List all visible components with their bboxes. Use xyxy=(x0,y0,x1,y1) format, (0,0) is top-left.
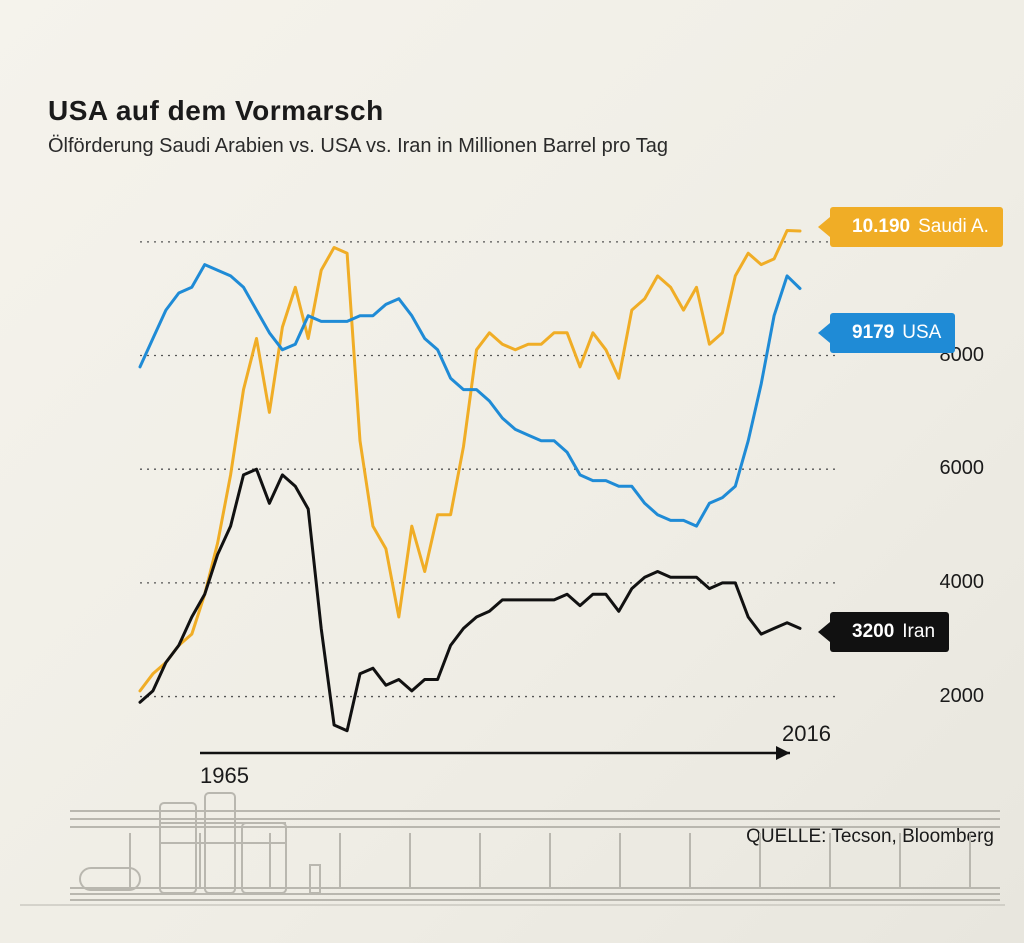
y-tick-label: 2000 xyxy=(898,685,984,708)
callout-saudi: 10.190 Saudi A. xyxy=(830,207,1003,247)
callout-usa-label: USA xyxy=(902,322,941,344)
y-tick-label: 4000 xyxy=(898,571,984,594)
page: USA auf dem Vormarsch Ölförderung Saudi … xyxy=(0,0,1024,943)
callout-usa-value: 9179 xyxy=(852,322,894,344)
callout-saudi-value: 10.190 xyxy=(852,216,910,238)
chart-subtitle: Ölförderung Saudi Arabien vs. USA vs. Ir… xyxy=(48,135,668,158)
callout-saudi-label: Saudi A. xyxy=(918,216,989,238)
chart-svg xyxy=(40,175,984,775)
refinery-illustration-icon xyxy=(10,773,1010,913)
callout-iran: 3200 Iran xyxy=(830,612,949,652)
oil-production-chart: 200040006000800010.000 1965 2016 10.190S… xyxy=(40,175,984,775)
x-axis-end-label: 2016 xyxy=(782,721,831,747)
y-tick-label: 6000 xyxy=(898,457,984,480)
callout-usa: 9179 USA xyxy=(830,313,955,353)
callout-iran-value: 3200 xyxy=(852,621,894,643)
chart-title: USA auf dem Vormarsch xyxy=(48,95,384,127)
callout-iran-label: Iran xyxy=(902,621,935,643)
